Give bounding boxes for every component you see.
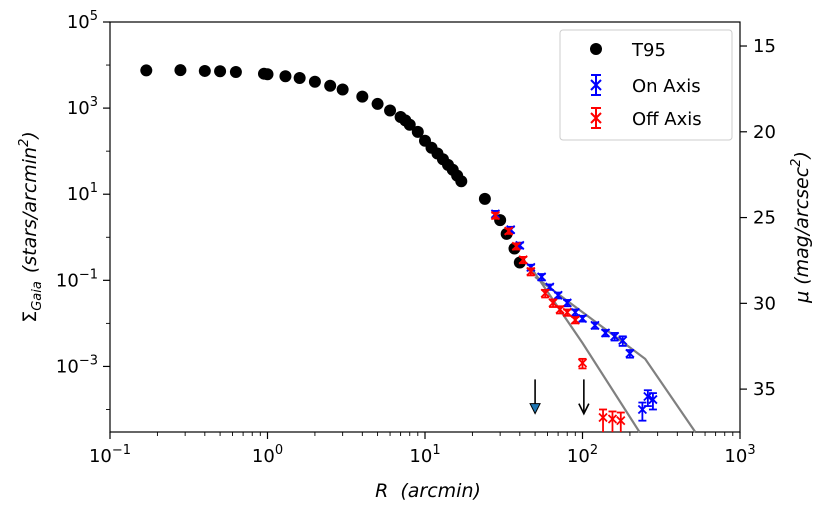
y2-tick-label: 20 (753, 122, 776, 143)
y-left-sub: Gaia (30, 281, 45, 311)
x-axis-label-unit: (arcmin) (400, 480, 481, 502)
x-axis-ticks: 10−1 100 101 102 103 (89, 432, 756, 467)
arrow-markers (529, 379, 590, 416)
on-axis-point (648, 392, 658, 411)
off-axis-point (526, 266, 536, 277)
t95-point (324, 79, 337, 92)
arrow-marker-2 (578, 379, 590, 416)
legend-label-on-axis: On Axis (632, 76, 701, 97)
fit-lines (529, 266, 697, 433)
t95-point (214, 65, 227, 78)
t95-point (356, 90, 369, 103)
y-right-symbol: μ (791, 291, 813, 304)
y-left-unit-close: ) (19, 131, 41, 140)
legend-marker-on-axis (590, 74, 602, 96)
data-marks (140, 64, 658, 432)
off-axis-point (511, 241, 521, 251)
y2-tick-label: 25 (753, 208, 776, 229)
y2-tick-label: 15 (753, 36, 776, 57)
legend: T95 On Axis Off Axis (559, 29, 733, 141)
y-tick-label: 103 (67, 95, 98, 119)
t95-point (384, 104, 397, 117)
on-axis-point (625, 348, 635, 359)
t95-point (455, 175, 468, 188)
on-axis-point (590, 320, 600, 330)
legend-marker-t95 (590, 43, 602, 55)
off-axis-point (607, 410, 618, 432)
x-tick-label: 100 (252, 443, 283, 467)
y2-tick-label: 35 (753, 379, 776, 400)
y-tick-label: 10−1 (56, 267, 98, 291)
t95-point (308, 75, 321, 88)
y2-axis-ticks: 15 20 25 30 35 (740, 36, 776, 400)
off-axis-point (577, 357, 588, 370)
on-axis-point (618, 335, 628, 347)
t95-point (371, 97, 384, 110)
y-left-unit: (stars/arcmin (19, 147, 41, 273)
y-right-unit-sup: 2 (789, 159, 804, 167)
t95-point (336, 83, 349, 96)
on-axis-point (600, 328, 611, 338)
t95-point (403, 118, 416, 131)
y-tick-label: 101 (67, 181, 98, 205)
on-axis-point (553, 290, 563, 300)
off-axis-point (562, 307, 572, 318)
y-tick-label: 10−3 (56, 353, 98, 377)
x-axis-label: R (arcmin) (375, 480, 481, 502)
x-tick-label: 10−1 (89, 443, 131, 467)
t95-point (140, 64, 153, 77)
x-tick-label: 103 (724, 443, 755, 467)
on-axis-point (610, 331, 620, 342)
y-left-symbol: Σ (19, 311, 41, 323)
x-tick-label: 102 (567, 443, 598, 467)
y-left-unit-sup: 2 (17, 139, 32, 147)
off-axis-point (490, 210, 501, 221)
y-right-unit: (mag/arcsec (791, 166, 813, 285)
legend-label-off-axis: Off Axis (632, 109, 702, 130)
t95-point (293, 72, 306, 85)
t95-point (411, 125, 424, 138)
off-axis-point (598, 408, 608, 432)
on-axis-point (637, 401, 648, 422)
t95-point (478, 192, 491, 205)
off-axis-point (570, 315, 580, 325)
fit-line-1 (534, 276, 697, 433)
on-axis-point (577, 313, 588, 324)
off-axis-point (548, 298, 558, 308)
fit-line-2 (529, 266, 641, 433)
x-axis-label-symbol: R (375, 480, 388, 502)
y-axis-left-label: ΣGaia (stars/arcmin2) (17, 131, 45, 323)
off-axis-point (518, 255, 528, 265)
y-axis-right-label: μ (mag/arcsec2) (789, 151, 813, 304)
y-tick-label: 105 (67, 9, 98, 33)
t95-point (229, 65, 242, 78)
y2-tick-label: 30 (753, 293, 776, 314)
off-axis-point (504, 226, 514, 236)
off-axis-point (555, 304, 565, 315)
t95-point (279, 70, 292, 83)
x-tick-label: 101 (409, 443, 440, 467)
legend-marker-off-axis (590, 107, 602, 129)
arrow-marker-1 (529, 379, 541, 415)
legend-box (559, 29, 733, 141)
off-axis-point (616, 411, 626, 432)
t95-point (261, 68, 274, 81)
on-axis-point (562, 298, 572, 308)
on-axis-point (536, 272, 547, 282)
off-axis-point (540, 288, 550, 299)
y-right-unit-close: ) (791, 151, 813, 160)
t95-point (174, 64, 187, 77)
legend-label-t95: T95 (631, 40, 666, 61)
y-axis-ticks: 10−3 10−1 101 103 105 (56, 9, 110, 410)
t95-point (198, 64, 211, 77)
